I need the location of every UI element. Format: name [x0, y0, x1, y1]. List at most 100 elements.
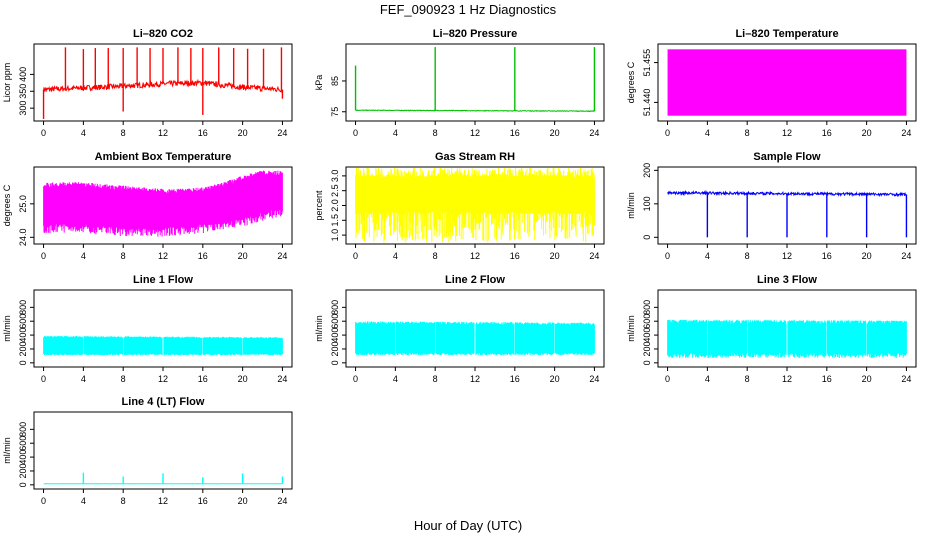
x-tick-label: 24	[901, 251, 911, 261]
y-tick-label: 25.0	[18, 195, 28, 213]
y-axis-label: ml/min	[2, 437, 12, 464]
x-tick-label: 12	[782, 374, 792, 384]
series-co2	[42, 47, 284, 119]
panel-title: Line 4 (LT) Flow	[122, 396, 205, 408]
y-tick-label: 51.455	[642, 49, 652, 77]
panel-box-temp: Ambient Box Temperature degrees C 0 4 8 12 16 2…	[2, 151, 293, 261]
x-tick-label: 8	[433, 128, 438, 138]
x-tick-label: 4	[393, 374, 398, 384]
x-tick-label: 4	[705, 251, 710, 261]
y-tick-label: 2.5	[330, 184, 340, 197]
x-tick-label: 24	[277, 251, 287, 261]
series-line2	[355, 321, 595, 356]
y-tick-label: 350	[18, 84, 28, 99]
data-series	[355, 109, 595, 113]
y-tick-label: 600	[330, 314, 340, 329]
x-tick-label: 8	[745, 374, 750, 384]
y-tick-label: 300	[18, 101, 28, 116]
y-axis-label: ml/min	[626, 315, 636, 342]
x-tick-label: 0	[41, 496, 46, 506]
x-tick-label: 16	[822, 128, 832, 138]
y-tick-label: 0	[18, 482, 28, 487]
x-tick-label: 12	[158, 251, 168, 261]
y-axis-label: kPa	[314, 75, 324, 91]
y-tick-label: 100	[642, 196, 652, 211]
panel-title: Ambient Box Temperature	[95, 151, 232, 163]
panel-licor-temp: Li–820 Temperature degrees C 0 4 8 12 16 20 24 51…	[626, 28, 917, 138]
series-sample-flow	[667, 189, 908, 238]
x-axis-title: Hour of Day (UTC)	[413, 518, 523, 533]
y-tick-label: 3.0	[330, 170, 340, 183]
panel-title: Gas Stream RH	[435, 151, 515, 163]
panel-pressure: Li–820 Pressure kPa 0 4 8 12 16 20 24 75 85	[314, 28, 605, 138]
y-tick-label: 51.440	[642, 89, 652, 117]
y-axis-label: degrees C	[2, 184, 12, 226]
data-series	[667, 319, 907, 358]
y-tick-label: 400	[18, 450, 28, 465]
y-tick-label: 600	[642, 314, 652, 329]
x-tick-label: 4	[393, 128, 398, 138]
y-tick-label: 24.0	[18, 229, 28, 247]
x-tick-label: 4	[81, 496, 86, 506]
y-tick-label: 800	[18, 422, 28, 437]
plot-frame	[33, 289, 293, 368]
x-tick-label: 20	[550, 251, 560, 261]
x-tick-label: 4	[705, 128, 710, 138]
panel-title: Li–820 Pressure	[433, 28, 517, 40]
x-tick-label: 12	[470, 251, 480, 261]
panel-title: Li–820 CO2	[133, 28, 193, 40]
data-series	[355, 168, 595, 243]
y-tick-label: 0	[330, 360, 340, 365]
y-tick-label: 75	[330, 107, 340, 117]
panel-title: Line 3 Flow	[757, 274, 817, 286]
y-axis-label: ml/min	[314, 315, 324, 342]
y-tick-label: 2.0	[330, 199, 340, 212]
x-tick-label: 24	[277, 128, 287, 138]
y-tick-label: 200	[330, 341, 340, 356]
x-tick-label: 24	[277, 374, 287, 384]
x-tick-label: 0	[353, 128, 358, 138]
x-tick-label: 16	[198, 374, 208, 384]
x-tick-label: 12	[158, 496, 168, 506]
x-tick-label: 16	[198, 251, 208, 261]
x-tick-label: 24	[589, 128, 599, 138]
y-axis-label: percent	[314, 190, 324, 221]
panel-title: Sample Flow	[753, 151, 821, 163]
x-tick-label: 12	[782, 251, 792, 261]
x-tick-label: 16	[822, 374, 832, 384]
x-tick-label: 4	[81, 128, 86, 138]
x-tick-label: 4	[81, 251, 86, 261]
y-axis-label: Licor ppm	[2, 63, 12, 103]
series-line1	[43, 335, 283, 356]
x-tick-label: 0	[41, 374, 46, 384]
data-series	[43, 170, 283, 237]
y-tick-label: 600	[18, 436, 28, 451]
x-tick-label: 20	[238, 128, 248, 138]
y-tick-label: 400	[18, 67, 28, 82]
figure-title: FEF_090923 1 Hz Diagnostics	[379, 2, 557, 17]
x-tick-label: 0	[665, 374, 670, 384]
y-tick-label: 400	[642, 328, 652, 343]
x-tick-label: 12	[158, 128, 168, 138]
x-tick-label: 16	[822, 251, 832, 261]
x-tick-label: 16	[198, 128, 208, 138]
series-rh	[355, 168, 595, 243]
y-tick-label: 0	[642, 235, 652, 240]
x-tick-label: 20	[550, 374, 560, 384]
panel-title: Li–820 Temperature	[735, 28, 838, 40]
panel-line2: Line 2 Flow ml/min 0 4 8 12 16 20 24 0 20040060080…	[314, 274, 605, 384]
plot-frame	[345, 43, 605, 122]
x-tick-label: 12	[470, 128, 480, 138]
panel-line3: Line 3 Flow ml/min 0 4 8 12 16 20 24 0 20040060080…	[626, 274, 917, 384]
x-tick-label: 24	[589, 374, 599, 384]
x-tick-label: 0	[41, 128, 46, 138]
y-tick-label: 400	[330, 328, 340, 343]
x-tick-label: 8	[121, 128, 126, 138]
y-tick-label: 200	[642, 341, 652, 356]
x-tick-label: 12	[158, 374, 168, 384]
panel-line4: Line 4 (LT) Flow ml/min 0 4 8 12 16 20 24 0 200400…	[2, 396, 293, 506]
x-tick-label: 8	[745, 128, 750, 138]
data-band	[667, 49, 907, 116]
panel-title: Line 2 Flow	[445, 274, 505, 286]
